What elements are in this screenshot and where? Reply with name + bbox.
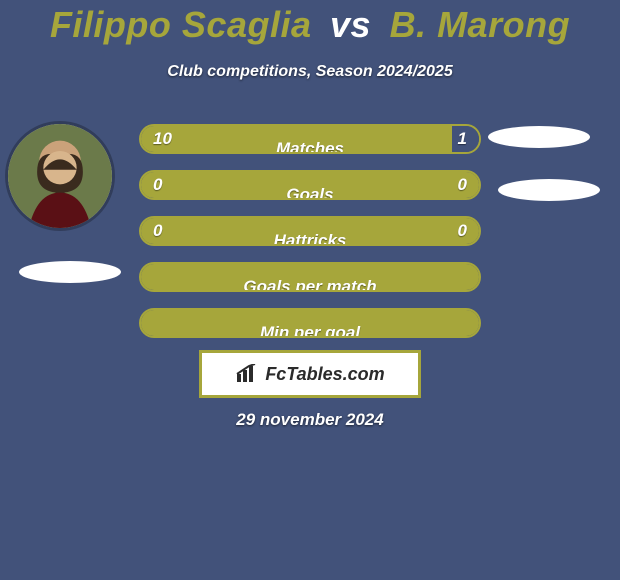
brand-text: FcTables.com <box>265 364 384 385</box>
stat-bar: Matches 10 1 <box>139 124 481 154</box>
player1-shadow-ellipse <box>19 261 121 283</box>
stat-bar: Hattricks 0 0 <box>139 216 481 246</box>
stat-bar-value-p2: 0 <box>458 221 467 241</box>
stat-bar-label: Hattricks <box>274 231 347 246</box>
stat-bar-value-p1: 10 <box>153 129 172 149</box>
date-line: 29 november 2024 <box>0 410 620 430</box>
title-vs: vs <box>330 4 371 45</box>
subtitle: Club competitions, Season 2024/2025 <box>0 63 620 81</box>
stat-bar-label: Min per goal <box>260 323 360 338</box>
stat-bar: Min per goal <box>139 308 481 338</box>
player2-ellipse-1 <box>488 126 590 148</box>
brand-box: FcTables.com <box>202 353 418 395</box>
stat-bar-value-p2: 0 <box>458 175 467 195</box>
player2-ellipse-2 <box>498 179 600 201</box>
player1-avatar <box>8 124 112 228</box>
page-title: Filippo Scaglia vs B. Marong <box>0 4 620 46</box>
barchart-icon <box>235 364 259 384</box>
title-player2: B. Marong <box>390 4 571 45</box>
stat-bar-label: Matches <box>276 139 344 154</box>
title-player1: Filippo Scaglia <box>50 4 312 45</box>
stat-bar-value-p2: 1 <box>458 129 467 149</box>
stat-bar: Goals per match <box>139 262 481 292</box>
stat-bar-value-p1: 0 <box>153 221 162 241</box>
avatar-placeholder-icon <box>8 124 112 228</box>
stat-bar-value-p1: 0 <box>153 175 162 195</box>
stat-bar-label: Goals per match <box>243 277 376 292</box>
stat-bar-label: Goals <box>286 185 333 200</box>
stat-bar: Goals 0 0 <box>139 170 481 200</box>
